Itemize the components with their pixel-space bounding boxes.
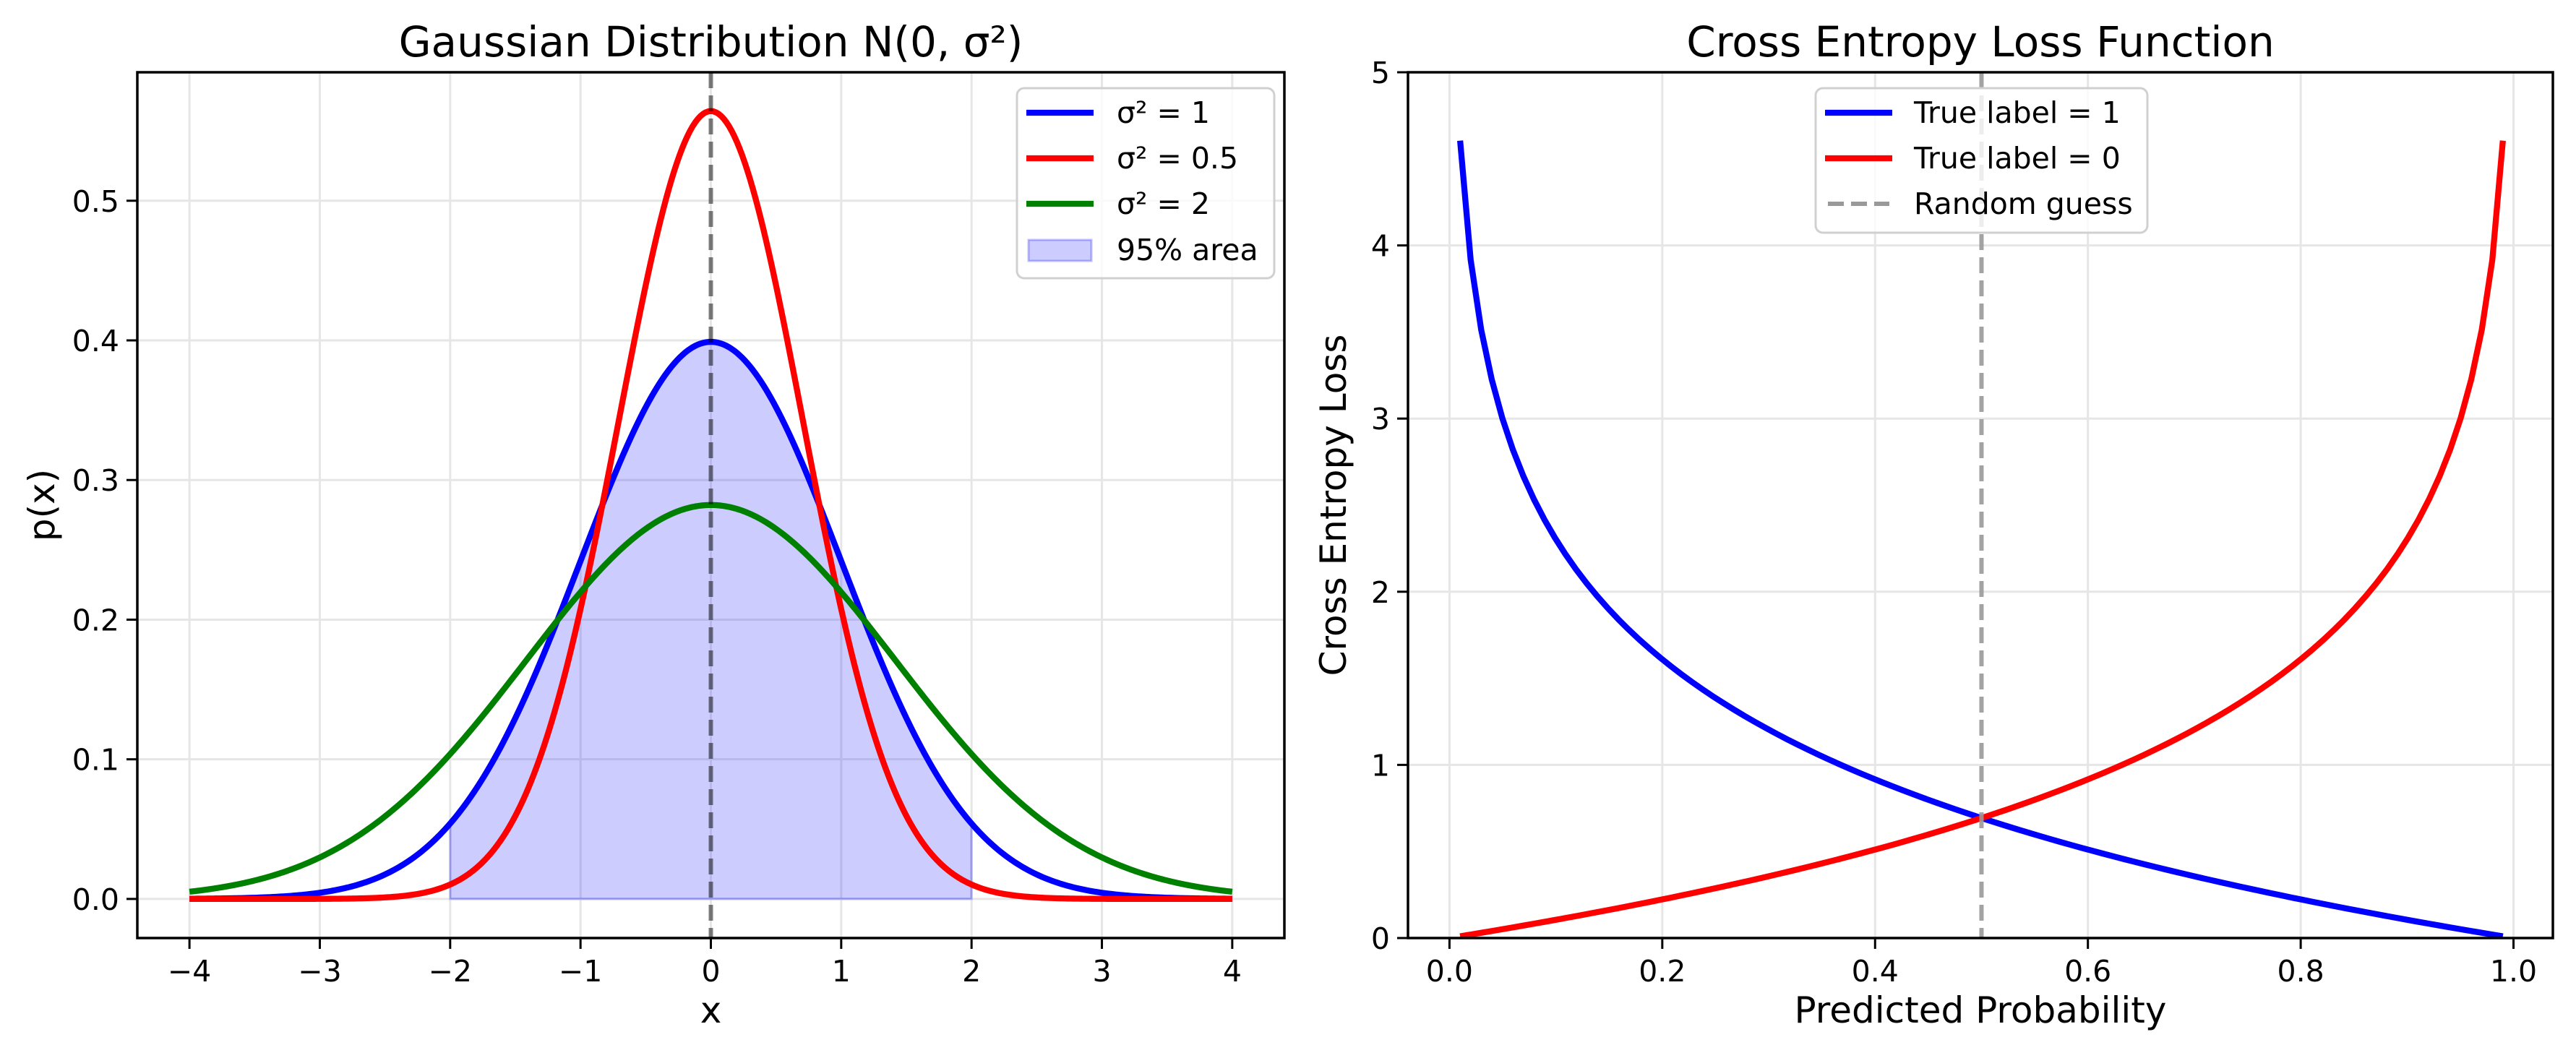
x-tick-label: 0.8	[2277, 954, 2324, 989]
legend-box	[1016, 87, 1276, 280]
x-tick-label: 0.2	[1639, 954, 1686, 989]
y-tick-label: 4	[1371, 229, 1390, 264]
y-tick-label: 0.2	[72, 603, 119, 637]
x-tick-label: −2	[429, 954, 472, 989]
x-axis-label: x	[700, 989, 722, 1031]
x-axis-label: Predicted Probability	[1795, 989, 2167, 1031]
y-tick-label: 5	[1371, 56, 1390, 90]
y-tick-label: 0.3	[72, 463, 119, 498]
x-tick-label: 0.0	[1426, 954, 1473, 989]
x-tick-label: 0	[701, 954, 720, 989]
x-tick-label: 1	[832, 954, 851, 989]
x-tick-label: 2	[962, 954, 981, 989]
x-tick-label: −1	[559, 954, 602, 989]
legend-label: σ² = 0.5	[1117, 141, 1238, 176]
legend-label: True label = 0	[1913, 141, 2121, 176]
axes-frame	[136, 71, 1286, 939]
legend-label: σ² = 1	[1117, 95, 1210, 130]
chart-title: Cross Entropy Loss Function	[1686, 17, 2275, 66]
y-tick-label: 0.5	[72, 184, 119, 219]
y-tick-label: 0.0	[72, 882, 119, 917]
legend-label: 95% area	[1117, 233, 1258, 267]
legend: σ² = 1 σ² = 0.5 σ² = 2 95% area	[1016, 87, 1276, 280]
x-tick-label: −4	[168, 954, 211, 989]
legend: True label = 1 True label = 0 Random guess	[1814, 87, 2149, 234]
legend-label: Random guess	[1914, 186, 2133, 221]
x-tick-label: 0.6	[2064, 954, 2111, 989]
legend-label: σ² = 2	[1117, 186, 1210, 221]
legend-box	[1814, 87, 2149, 234]
y-tick-label: 2	[1371, 575, 1390, 610]
axes-frame	[1407, 71, 2554, 939]
y-tick-label: 0.4	[72, 324, 119, 358]
y-axis-label: p(x)	[21, 469, 63, 541]
y-tick-label: 0.1	[72, 743, 119, 778]
y-tick-label: 1	[1371, 748, 1390, 783]
y-tick-label: 3	[1371, 402, 1390, 436]
x-tick-label: 1.0	[2490, 954, 2537, 989]
legend-swatch	[1027, 238, 1093, 262]
y-axis-label: Cross Entropy Loss	[1313, 335, 1354, 676]
gaussian-chart: −4 −3 −2 −1 0 1 2 3 4 0.0 0.1 0.2 0.3 0.4 0.5 Gaussian …	[21, 17, 1286, 1031]
cross-entropy-chart: 0.0 0.2 0.4 0.6 0.8 1.0 0 1 2 3 4 5 Cross Entropy Lo…	[1313, 17, 2554, 1031]
legend-label: True label = 1	[1913, 95, 2121, 130]
x-tick-label: 3	[1092, 954, 1111, 989]
x-tick-label: −3	[298, 954, 341, 989]
y-tick-label: 0	[1371, 921, 1390, 956]
chart-title: Gaussian Distribution N(0, σ²)	[399, 17, 1023, 66]
series-line-2	[189, 502, 1233, 895]
x-tick-label: 0.4	[1852, 954, 1899, 989]
x-tick-label: 4	[1223, 954, 1242, 989]
